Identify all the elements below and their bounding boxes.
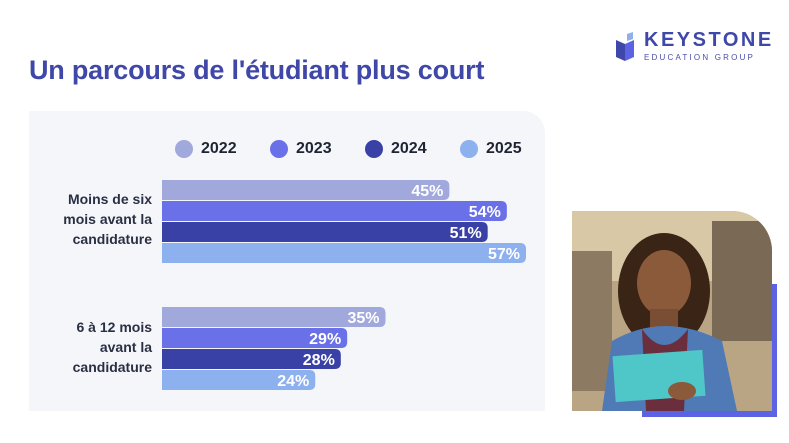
category-label-line: candidature — [72, 231, 152, 247]
data-label-2024-1: 51% — [450, 225, 482, 242]
legend-label: 2024 — [391, 140, 427, 157]
category-label-line: 6 à 12 mois — [76, 319, 153, 335]
book-icon — [616, 31, 634, 61]
data-label-2023-2: 29% — [309, 331, 341, 348]
category-label-line: Moins de six — [67, 191, 152, 207]
brand-name: KEYSTONE — [644, 29, 774, 51]
bar-2025-2 — [162, 370, 316, 390]
data-label-2022-1: 45% — [411, 183, 443, 200]
student-photo — [572, 211, 772, 411]
photo-block — [572, 211, 777, 417]
bar-2024-1 — [162, 222, 488, 242]
category-label-1: Moins de six mois avant la candidature — [30, 189, 152, 249]
category-label-line: avant la — [99, 339, 152, 355]
bar-2022-1 — [162, 180, 450, 200]
legend-item-2022: 2022 — [175, 140, 237, 158]
legend-label: 2022 — [201, 140, 237, 157]
category-label-line: mois avant la — [63, 211, 152, 227]
bar-2025-1 — [162, 243, 526, 263]
legend-label: 2025 — [486, 140, 522, 157]
data-label-2022-2: 35% — [347, 310, 379, 327]
legend-swatch — [175, 140, 193, 158]
category-label-2: 6 à 12 mois avant la candidature — [30, 317, 152, 377]
legend-item-2023: 2023 — [270, 140, 332, 158]
legend-swatch — [365, 140, 383, 158]
bar-2022-2 — [162, 307, 386, 327]
legend-item-2024: 2024 — [365, 140, 427, 158]
chart-legend: 2022 2023 2024 2025 — [0, 140, 789, 160]
data-label-2025-2: 24% — [277, 373, 309, 390]
data-label-2023-1: 54% — [469, 204, 501, 221]
bar-2023-1 — [162, 201, 507, 221]
brand-logo: KEYSTONE EDUCATION GROUP — [614, 30, 774, 63]
category-label-line: candidature — [72, 359, 152, 375]
legend-swatch — [270, 140, 288, 158]
bar-2023-2 — [162, 328, 348, 348]
data-label-2025-1: 57% — [488, 246, 520, 263]
legend-swatch — [460, 140, 478, 158]
legend-item-2025: 2025 — [460, 140, 522, 158]
legend-label: 2023 — [296, 140, 332, 157]
data-label-2024-2: 28% — [303, 352, 335, 369]
brand-subtitle: EDUCATION GROUP — [644, 53, 756, 62]
page-title: Un parcours de l'étudiant plus court — [29, 55, 485, 85]
bar-2024-2 — [162, 349, 341, 369]
